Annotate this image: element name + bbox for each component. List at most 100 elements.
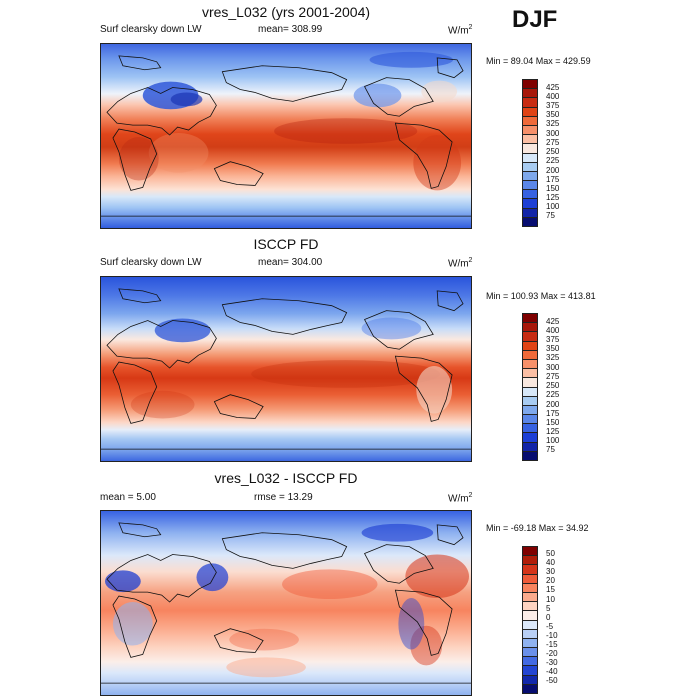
panel-2-colorbar-tick-5: 325 [546,353,560,362]
colorbar-2-seg-9 [523,387,537,397]
panel-1-colorbar-tick-14: 100 [546,202,560,211]
colorbar-1-seg-3 [523,98,537,108]
colorbar-1-seg-13 [523,190,537,200]
panel-2-colorbar-tick-14: 100 [546,436,560,445]
panel-3-colorbar-tick-11: -15 [546,640,558,649]
panel-3-colorbar-tick-4: 20 [546,576,555,585]
panel-3-units: W/m2 [448,492,473,505]
panel-3-colorbar-tick-10: -10 [546,631,558,640]
panel-2-map [100,276,472,462]
panel-2-colorbar-tick-2: 400 [546,326,560,335]
colorbar-2-seg-10 [523,396,537,406]
panel-3-colorbar-tick-12: -20 [546,649,558,658]
colorbar-3-seg-15 [523,675,537,685]
panel-3-colorbar-tick-5: 15 [546,585,555,594]
panel-1-units: W/m2 [448,24,473,37]
colorbar-2-seg-5 [523,350,537,360]
panel-3-minmax: Min = -69.18 Max = 34.92 [486,523,589,533]
panel-2-colorbar-tick-8: 250 [546,381,560,390]
panel-1-colorbar-tick-1: 425 [546,83,560,92]
colorbar-1-seg-6 [523,125,537,136]
colorbar-2-seg-12 [523,415,537,425]
panel-2-units: W/m2 [448,257,473,270]
panel-3-colorbar-tick-8: 0 [546,613,551,622]
panel-1-colorbar-tick-11: 175 [546,175,560,184]
panel-3-mean: mean = 5.00 [100,492,156,503]
panel-3-colorbar-tick-2: 40 [546,558,555,567]
panel-2-colorbar-tick-6: 300 [546,363,560,372]
panel-1-colorbar [522,79,538,227]
panel-3-colorbar-tick-1: 50 [546,549,555,558]
panel-1-colorbar-tick-5: 325 [546,119,560,128]
panel-3-colorbar-tick-15: -50 [546,676,558,685]
colorbar-2-seg-11 [523,405,537,416]
colorbar-2-seg-14 [523,433,537,443]
panel-1-colorbar-tick-10: 200 [546,166,560,175]
panel-1-colorbar-tick-3: 375 [546,101,560,110]
panel-2-colorbar-tick-11: 175 [546,409,560,418]
colorbar-2-seg-1 [523,314,537,324]
panel-2-title: ISCCP FD [253,236,319,252]
colorbar-1-seg-5 [523,116,537,126]
panel-1-map-svg [101,44,471,228]
panel-1-colorbar-tick-13: 125 [546,193,560,202]
colorbar-3-seg-8 [523,611,537,621]
colorbar-2-seg-6 [523,359,537,370]
colorbar-2-seg-16 [523,451,537,460]
colorbar-1-seg-2 [523,89,537,99]
panel-2-colorbar-tick-1: 425 [546,317,560,326]
panel-1-field-label: Surf clearsky down LW [100,24,202,35]
colorbar-3-seg-5 [523,583,537,593]
panel-1-colorbar-tick-6: 300 [546,129,560,138]
colorbar-3-seg-7 [523,602,537,612]
panel-3-rmse: rmse = 13.29 [254,492,313,503]
colorbar-1-seg-15 [523,208,537,218]
panel-2-mean: mean= 304.00 [258,257,323,268]
colorbar-1-seg-10 [523,162,537,172]
colorbar-3-seg-13 [523,657,537,667]
colorbar-1-seg-8 [523,144,537,154]
colorbar-1-seg-9 [523,153,537,163]
colorbar-3-seg-2 [523,556,537,566]
panel-1-map [100,43,472,229]
panel-3-map-svg [101,511,471,695]
panel-1-colorbar-tick-7: 275 [546,138,560,147]
colorbar-1-seg-7 [523,135,537,145]
colorbar-3-seg-16 [523,684,537,693]
colorbar-3-seg-12 [523,648,537,658]
colorbar-3-seg-9 [523,620,537,630]
colorbar-1-seg-4 [523,107,537,117]
panel-3-colorbar [522,546,538,694]
panel-2-colorbar-tick-13: 125 [546,427,560,436]
colorbar-3-seg-6 [523,592,537,603]
panel-1-colorbar-tick-4: 350 [546,110,560,119]
panel-3-colorbar-tick-3: 30 [546,567,555,576]
colorbar-2-seg-13 [523,424,537,434]
colorbar-1-seg-11 [523,171,537,182]
panel-2-colorbar-tick-12: 150 [546,418,560,427]
panel-3-colorbar-tick-13: -30 [546,658,558,667]
season-label: DJF [512,6,558,33]
colorbar-1-seg-1 [523,80,537,90]
colorbar-2-seg-2 [523,323,537,333]
colorbar-1-seg-16 [523,217,537,226]
colorbar-2-seg-15 [523,442,537,452]
colorbar-3-seg-10 [523,629,537,639]
colorbar-1-seg-12 [523,181,537,191]
panel-3-colorbar-tick-14: -40 [546,667,558,676]
panel-1-colorbar-tick-2: 400 [546,92,560,101]
panel-1-title: vres_L032 (yrs 2001-2004) [201,4,371,20]
panel-3-title: vres_L032 - ISCCP FD [214,470,358,486]
panel-3-map [100,510,472,696]
panel-1-mean: mean= 308.99 [258,24,323,35]
panel-2-field-label: Surf clearsky down LW [100,257,202,268]
panel-2-colorbar [522,313,538,461]
panel-1-minmax: Min = 89.04 Max = 429.59 [486,56,591,66]
colorbar-2-seg-4 [523,341,537,351]
panel-1-colorbar-tick-12: 150 [546,184,560,193]
panel-3-colorbar-tick-9: -5 [546,622,554,631]
colorbar-2-seg-3 [523,332,537,342]
colorbar-3-seg-3 [523,565,537,575]
panel-1-colorbar-tick-8: 250 [546,147,560,156]
